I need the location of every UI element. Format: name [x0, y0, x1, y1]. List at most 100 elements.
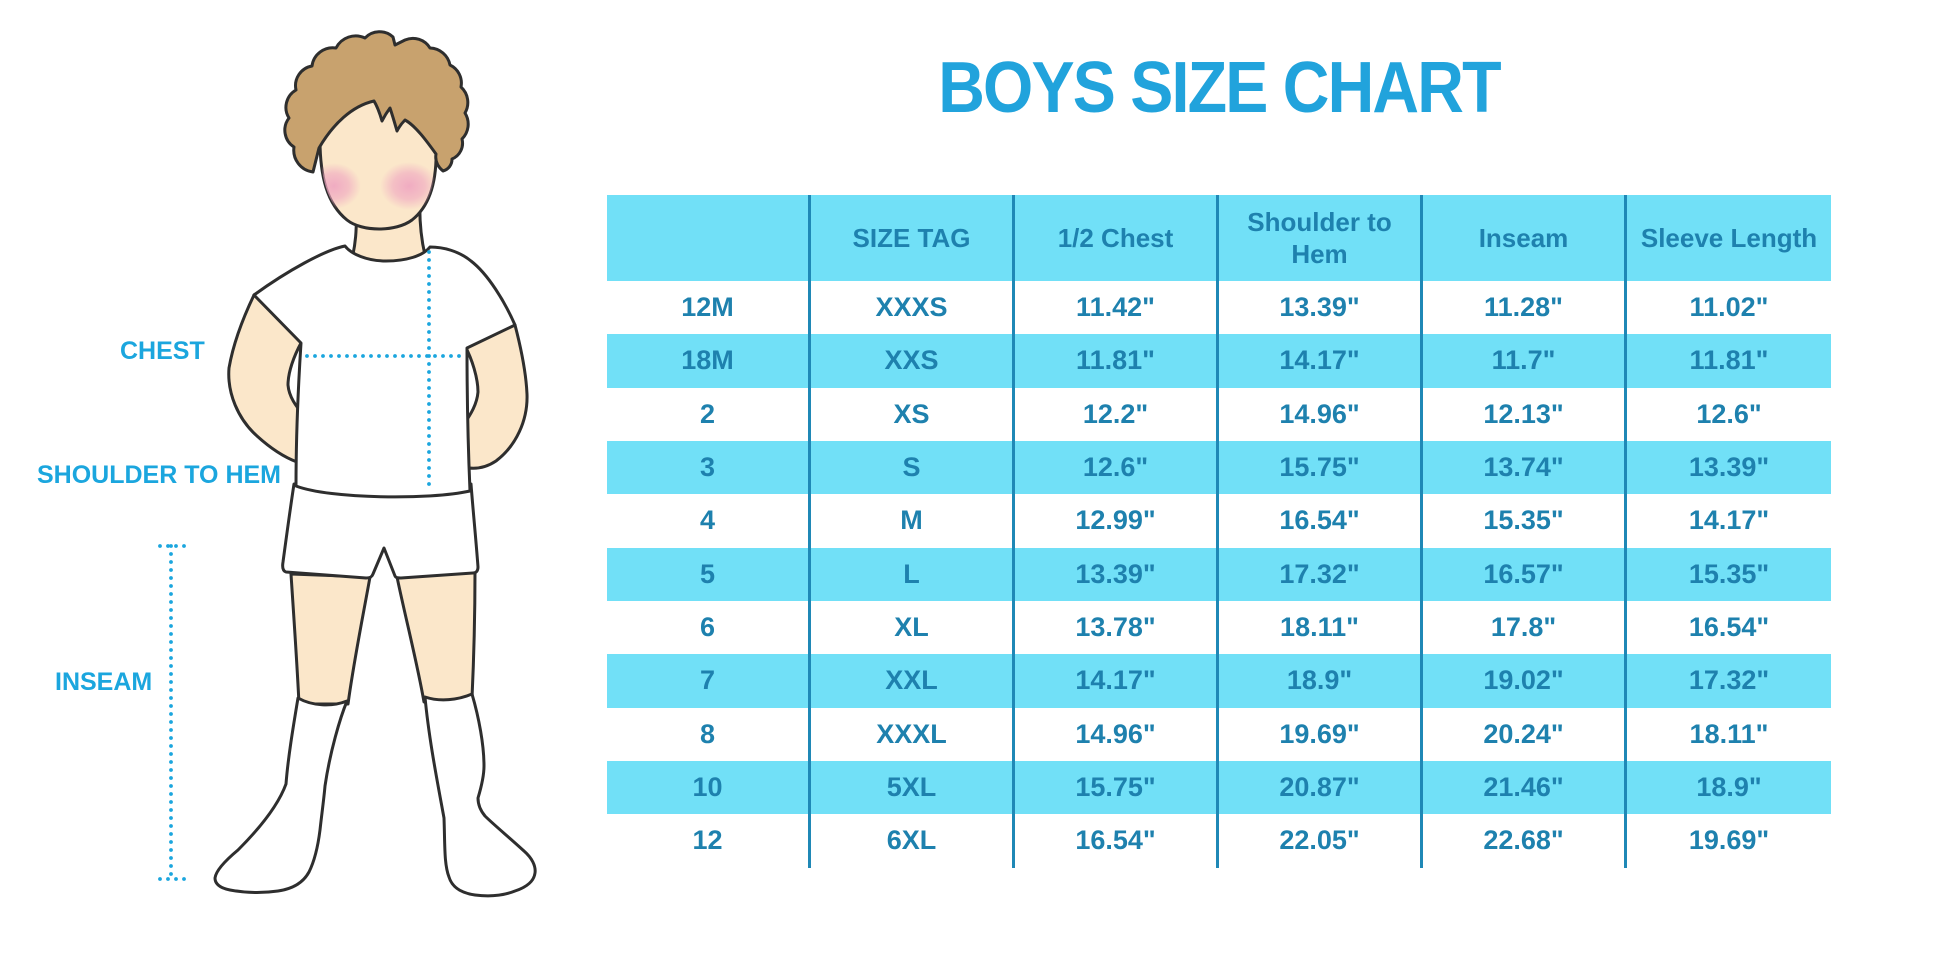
table-cell: 3	[607, 440, 811, 495]
table-row: 10 5XL 15.75" 20.87" 21.46" 18.9"	[607, 760, 1831, 815]
table-cell: 5XL	[811, 760, 1015, 815]
chest-label: CHEST	[120, 337, 205, 365]
table-cell: 4	[607, 494, 811, 548]
header-cell: Sleeve Length	[1640, 222, 1818, 253]
right-sock	[423, 692, 537, 898]
left-cheek-blush	[320, 163, 361, 209]
table-row: 7 XXL 14.17" 18.9" 19.02" 17.32"	[607, 654, 1831, 708]
table-cell: 11.7"	[1423, 334, 1627, 388]
table-cell: 16.54"	[1015, 814, 1219, 868]
table-row: 8 XXXL 14.96" 19.69" 20.24" 18.11"	[607, 707, 1831, 761]
boy-body-2	[213, 30, 537, 898]
table-cell: 15.75"	[1015, 760, 1219, 815]
table-row: 12M XXXS 11.42" 13.39" 11.28" 11.02"	[607, 281, 1831, 335]
table-cell: 19.69"	[1219, 707, 1423, 761]
table-cell: 14.96"	[1015, 707, 1219, 761]
table-cell: 13.78"	[1015, 600, 1219, 655]
table-cell: 16.54"	[1688, 612, 1770, 643]
table-cell: 20.24"	[1423, 707, 1627, 761]
table-cell: 7	[607, 654, 811, 708]
shorts	[281, 482, 480, 580]
table-cell: 12.13"	[1423, 387, 1627, 441]
table-cell: 13.39"	[1219, 281, 1423, 335]
table-row: 2 XS 12.2" 14.96" 12.13" 12.6"	[607, 387, 1831, 441]
table-cell: 16.54"	[1219, 494, 1423, 548]
table-cell: 18.9"	[1696, 772, 1762, 803]
shoulder-to-hem-label: SHOULDER TO HEM	[37, 461, 281, 489]
table-cell: 19.69"	[1688, 825, 1770, 856]
table-cell: S	[811, 440, 1015, 495]
table-cell: 12	[607, 814, 811, 868]
table-cell: 11.28"	[1423, 281, 1627, 335]
table-cell: 2	[607, 387, 811, 441]
table-cell: 13.74"	[1423, 440, 1627, 495]
table-cell: 11.02"	[1689, 292, 1769, 323]
table-cell: XS	[811, 387, 1015, 441]
boy-mannequin-illustration	[158, 30, 537, 898]
table-cell: 8	[607, 707, 811, 761]
table-cell: M	[811, 494, 1015, 548]
table-cell: 14.17"	[1219, 334, 1423, 388]
table-cell: 13.39"	[1688, 452, 1770, 483]
table-cell: 12.6"	[1696, 398, 1762, 429]
table-cell: 18.9"	[1219, 654, 1423, 708]
table-cell: 15.35"	[1688, 558, 1770, 589]
left-sock	[213, 696, 349, 894]
table-header-row: SIZE TAG 1/2 Chest Shoulder to Hem Inseam Sl…	[607, 195, 1831, 281]
table-cell: 11.81"	[1015, 334, 1219, 388]
table-cell: 12.2"	[1015, 387, 1219, 441]
header-cell: 1/2 Chest	[1015, 195, 1219, 281]
table-cell: 19.02"	[1423, 654, 1627, 708]
table-cell: XXS	[811, 334, 1015, 388]
header-cell	[607, 195, 811, 281]
table-cell: L	[811, 547, 1015, 601]
table-row: 18M XXS 11.81" 14.17" 11.7" 11.81"	[607, 334, 1831, 388]
left-leg	[289, 572, 372, 706]
table-cell: 22.05"	[1219, 814, 1423, 868]
size-table-body: 12M XXXS 11.42" 13.39" 11.28" 11.02" 18M XXS 11.…	[607, 281, 1831, 868]
table-cell: XXXL	[811, 707, 1015, 761]
table-cell: 20.87"	[1219, 760, 1423, 815]
header-cell: SIZE TAG	[811, 195, 1015, 281]
table-row: 4 M 12.99" 16.54" 15.35" 14.17"	[607, 494, 1831, 548]
table-cell: 22.68"	[1423, 814, 1627, 868]
table-cell: 13.39"	[1015, 547, 1219, 601]
table-cell: 6XL	[811, 814, 1015, 868]
table-cell: 14.17"	[1688, 505, 1770, 536]
table-cell: 11.81"	[1689, 345, 1769, 376]
table-cell: 17.32"	[1219, 547, 1423, 601]
hair	[283, 30, 470, 174]
table-cell: 16.57"	[1423, 547, 1627, 601]
header-cell: Inseam	[1423, 195, 1627, 281]
table-cell: XXXS	[811, 281, 1015, 335]
inseam-label: INSEAM	[55, 668, 153, 696]
t-shirt	[252, 244, 517, 499]
header-cell: Shoulder to Hem	[1219, 195, 1423, 281]
table-cell: 17.8"	[1423, 600, 1627, 655]
table-row: 5 L 13.39" 17.32" 16.57" 15.35"	[607, 547, 1831, 601]
table-cell: 15.35"	[1423, 494, 1627, 548]
table-cell: 21.46"	[1423, 760, 1627, 815]
table-cell: 10	[607, 760, 811, 815]
table-cell: 12.99"	[1015, 494, 1219, 548]
right-leg	[395, 569, 477, 704]
table-cell: 14.17"	[1015, 654, 1219, 708]
table-cell: 15.75"	[1219, 440, 1423, 495]
right-cheek-blush	[380, 162, 437, 210]
table-row: 3 S 12.6" 15.75" 13.74" 13.39"	[607, 440, 1831, 495]
table-cell: XXL	[811, 654, 1015, 708]
table-cell: 11.42"	[1015, 281, 1219, 335]
table-row: 6 XL 13.78" 18.11" 17.8" 16.54"	[607, 600, 1831, 655]
table-row: 12 6XL 16.54" 22.05" 22.68" 19.69"	[607, 814, 1831, 868]
table-cell: 14.96"	[1219, 387, 1423, 441]
table-cell: 18.11"	[1689, 718, 1769, 749]
table-cell: 17.32"	[1688, 665, 1770, 696]
table-cell: XL	[811, 600, 1015, 655]
table-cell: 5	[607, 547, 811, 601]
table-cell: 18M	[607, 334, 811, 388]
table-cell: 6	[607, 600, 811, 655]
measure-lines	[158, 250, 464, 881]
table-cell: 12M	[607, 281, 811, 335]
table-cell: 12.6"	[1015, 440, 1219, 495]
